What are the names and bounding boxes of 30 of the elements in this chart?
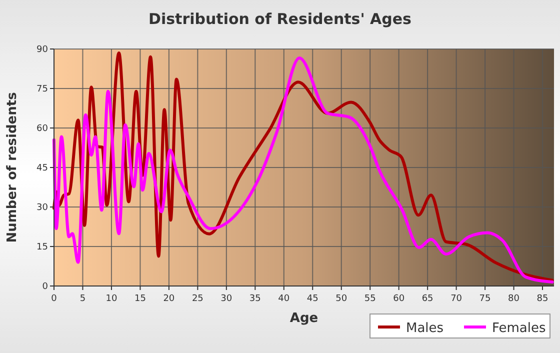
y-tick-label: 60 <box>36 124 48 134</box>
x-tick-label: 0 <box>51 294 58 304</box>
x-tick-label: 35 <box>249 294 261 304</box>
x-tick-label: 50 <box>336 294 348 304</box>
legend-label: Males <box>406 321 444 336</box>
x-tick-label: 30 <box>220 294 232 304</box>
x-tick-label: 80 <box>508 294 520 304</box>
y-tick-label: 30 <box>36 203 48 213</box>
x-tick-label: 55 <box>364 294 376 304</box>
chart-title: Distribution of Residents' Ages <box>148 10 412 28</box>
y-tick-label: 75 <box>36 84 48 94</box>
x-tick-label: 15 <box>134 294 146 304</box>
y-axis-title: Number of residents <box>5 92 20 243</box>
x-tick-label: 25 <box>192 294 204 304</box>
x-tick-label: 60 <box>393 294 405 304</box>
x-tick-label: 45 <box>306 294 318 304</box>
x-tick-label: 85 <box>536 294 548 304</box>
x-tick-label: 75 <box>479 294 491 304</box>
x-axis-title: Age <box>290 311 318 326</box>
y-tick-label: 45 <box>36 164 48 174</box>
y-tick-label: 90 <box>36 45 48 55</box>
x-tick-label: 5 <box>80 294 86 304</box>
y-tick-label: 0 <box>42 282 48 292</box>
x-tick-label: 70 <box>450 294 462 304</box>
x-tick-label: 65 <box>422 294 434 304</box>
x-tick-label: 10 <box>106 294 118 304</box>
legend-label: Females <box>492 321 546 336</box>
x-tick-label: 20 <box>163 294 175 304</box>
x-tick-label: 40 <box>278 294 290 304</box>
y-tick-label: 15 <box>36 242 48 252</box>
